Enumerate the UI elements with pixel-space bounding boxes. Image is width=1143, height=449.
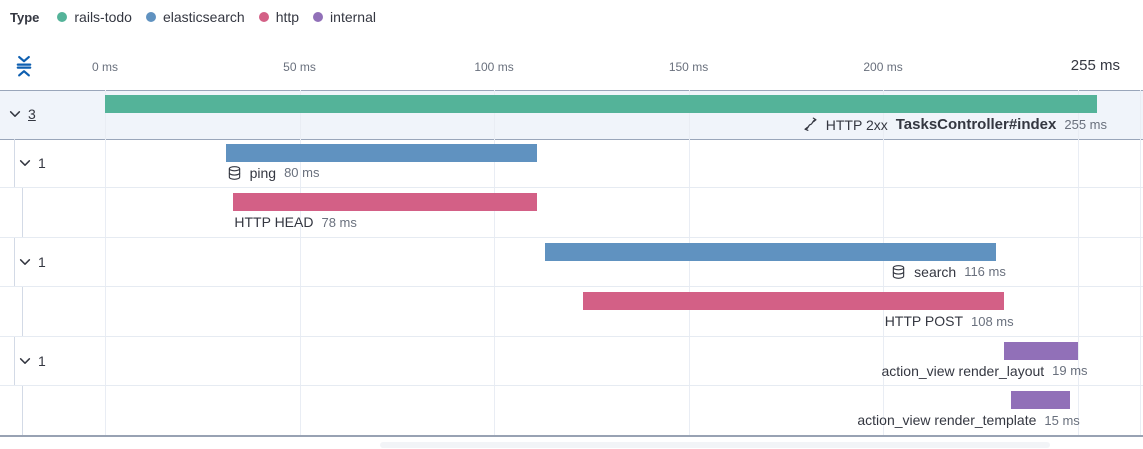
accordion-border — [14, 237, 15, 287]
accordion-border — [14, 336, 15, 386]
waterfall-row-span-http-post: HTTP POST 108 ms — [0, 287, 1143, 337]
transaction-name: TasksController#index — [895, 116, 1057, 133]
duration-label: 108 ms — [971, 313, 1014, 329]
duration-label: 116 ms — [964, 264, 1006, 280]
accordion-border — [14, 138, 15, 188]
duration-label: 78 ms — [321, 214, 357, 230]
legend-label: elasticsearch — [162, 9, 245, 25]
tree-connector-line — [22, 188, 23, 237]
chevron-down-icon[interactable] — [8, 107, 22, 121]
collapse-all-icon[interactable] — [12, 53, 36, 81]
merge-icon — [803, 117, 818, 132]
type-legend: Type rails-todo elasticsearch http inter… — [10, 9, 376, 25]
span-name: action_view render_template — [857, 412, 1037, 429]
transaction-label: HTTP 2xx TasksController#index 255 ms — [803, 116, 1107, 133]
legend-dot — [57, 12, 68, 22]
waterfall-row-transaction: 3 HTTP 2xx TasksController#index 255 ms — [0, 90, 1143, 139]
legend-item-elasticsearch[interactable]: elasticsearch — [145, 9, 245, 25]
chevron-down-icon[interactable] — [18, 156, 32, 170]
span-name: action_view render_layout — [881, 362, 1045, 379]
waterfall-row-span-ping: 1 ping 80 ms — [0, 138, 1143, 189]
span-bar[interactable] — [1003, 341, 1078, 360]
span-bar[interactable] — [1011, 391, 1070, 410]
span-name: HTTP POST — [884, 313, 963, 330]
legend-title: Type — [10, 9, 40, 25]
span-bar[interactable] — [583, 292, 1004, 311]
child-count: 1 — [38, 154, 46, 171]
span-label: ping 80 ms — [227, 164, 320, 181]
transaction-bar[interactable] — [105, 95, 1097, 113]
span-name: HTTP HEAD — [234, 214, 314, 231]
duration-label: 255 ms — [1064, 117, 1107, 132]
trace-total-duration: 255 ms — [1070, 57, 1120, 74]
horizontal-scrollbar[interactable] — [380, 442, 1050, 448]
legend-item-rails-todo[interactable]: rails-todo — [57, 9, 132, 25]
child-count: 1 — [38, 254, 46, 271]
axis-tick-label: 200 ms — [863, 60, 903, 74]
legend-dot — [258, 12, 269, 22]
tree-connector-line — [22, 287, 23, 336]
span-label: HTTP POST 108 ms — [885, 313, 1014, 329]
transaction-result: HTTP 2xx — [825, 116, 888, 133]
waterfall-row-span-http-head: HTTP HEAD 78 ms — [0, 188, 1143, 238]
waterfall-rows: 3 HTTP 2xx TasksController#index 255 ms — [0, 90, 1143, 436]
span-label: search 116 ms — [891, 264, 1006, 280]
axis-tick-label: 150 ms — [668, 60, 709, 74]
legend-dot — [145, 12, 156, 22]
waterfall-row-span-search: 1 search 116 ms — [0, 237, 1143, 288]
waterfall-row-span-render-layout: 1 action_view render_layout 19 ms — [0, 336, 1143, 387]
span-name: search — [914, 263, 957, 280]
duration-label: 80 ms — [284, 165, 320, 181]
duration-label: 19 ms — [1052, 363, 1088, 379]
axis-tick-label: 100 ms — [474, 60, 514, 74]
span-name: ping — [249, 164, 277, 181]
axis-tick-label: 50 ms — [283, 60, 316, 74]
span-bar[interactable] — [544, 242, 996, 261]
span-bar[interactable] — [233, 193, 537, 212]
database-icon — [891, 264, 906, 280]
waterfall-chart: 3 HTTP 2xx TasksController#index 255 ms — [0, 90, 1143, 437]
legend-item-http[interactable]: http — [258, 9, 300, 25]
legend-label: internal — [330, 9, 376, 25]
legend-label: rails-todo — [74, 9, 132, 25]
span-label: action_view render_template 15 ms — [857, 412, 1079, 428]
legend-label: http — [275, 9, 300, 25]
time-axis: 255 ms 0 ms 50 ms 100 ms 150 ms 200 ms — [0, 45, 1143, 90]
duration-label: 15 ms — [1044, 412, 1080, 428]
legend-dot — [313, 12, 324, 22]
child-count: 1 — [38, 353, 46, 370]
legend-item-internal[interactable]: internal — [313, 9, 376, 25]
axis-tick-label: 0 ms — [91, 60, 119, 74]
database-icon — [227, 165, 242, 181]
tree-connector-line — [22, 386, 23, 436]
span-label: action_view render_layout 19 ms — [882, 363, 1088, 379]
waterfall-row-span-render-template: action_view render_template 15 ms — [0, 386, 1143, 436]
span-bar[interactable] — [225, 143, 537, 162]
child-count-link[interactable]: 3 — [28, 106, 36, 123]
chevron-down-icon[interactable] — [18, 354, 32, 368]
chevron-down-icon[interactable] — [18, 255, 32, 269]
span-label: HTTP HEAD 78 ms — [234, 214, 357, 230]
